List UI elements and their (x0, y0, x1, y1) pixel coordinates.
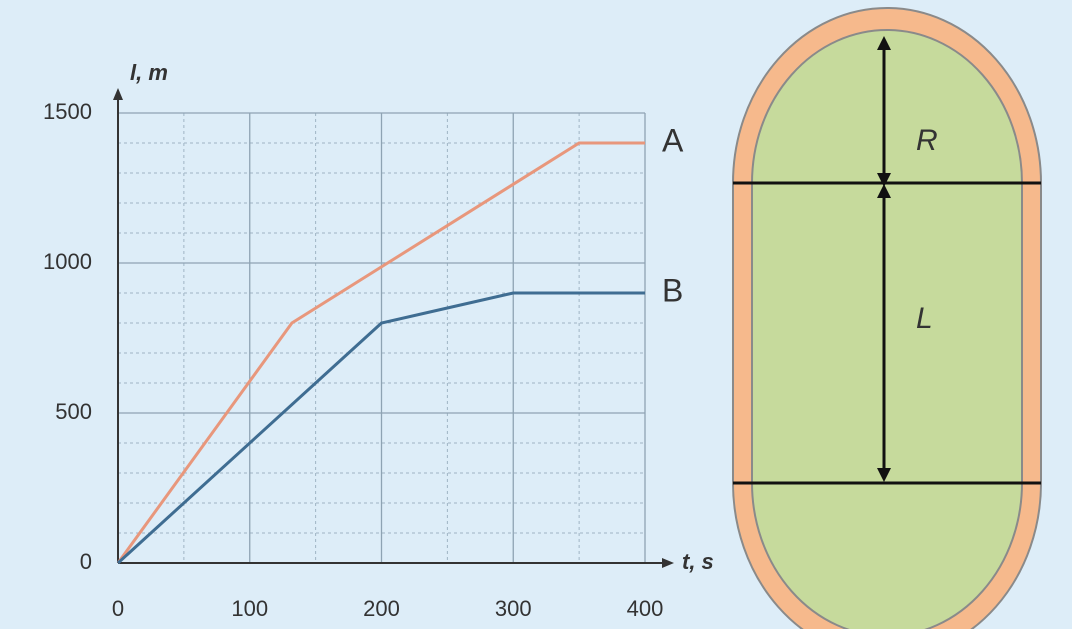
x-tick-label: 300 (495, 596, 532, 621)
series-label: B (662, 272, 683, 308)
series-label: A (662, 122, 684, 158)
length-label: L (916, 302, 933, 335)
y-tick-label: 500 (55, 399, 92, 424)
x-tick-label: 400 (627, 596, 664, 621)
y-tick-label: 0 (80, 549, 92, 574)
y-axis-label: l, m (130, 60, 168, 85)
track-diagram: R L (733, 8, 1041, 629)
x-tick-label: 100 (231, 596, 268, 621)
page: 0 100 200 300 400 0 500 1000 1500 t, s l, m A B R L (0, 0, 1072, 629)
y-tick-label: 1000 (43, 249, 92, 274)
x-axis-label: t, s (682, 549, 714, 574)
track-inner (752, 30, 1022, 629)
radius-label: R (916, 124, 938, 157)
y-tick-label: 1500 (43, 99, 92, 124)
x-tick-label: 0 (112, 596, 124, 621)
x-tick-label: 200 (363, 596, 400, 621)
